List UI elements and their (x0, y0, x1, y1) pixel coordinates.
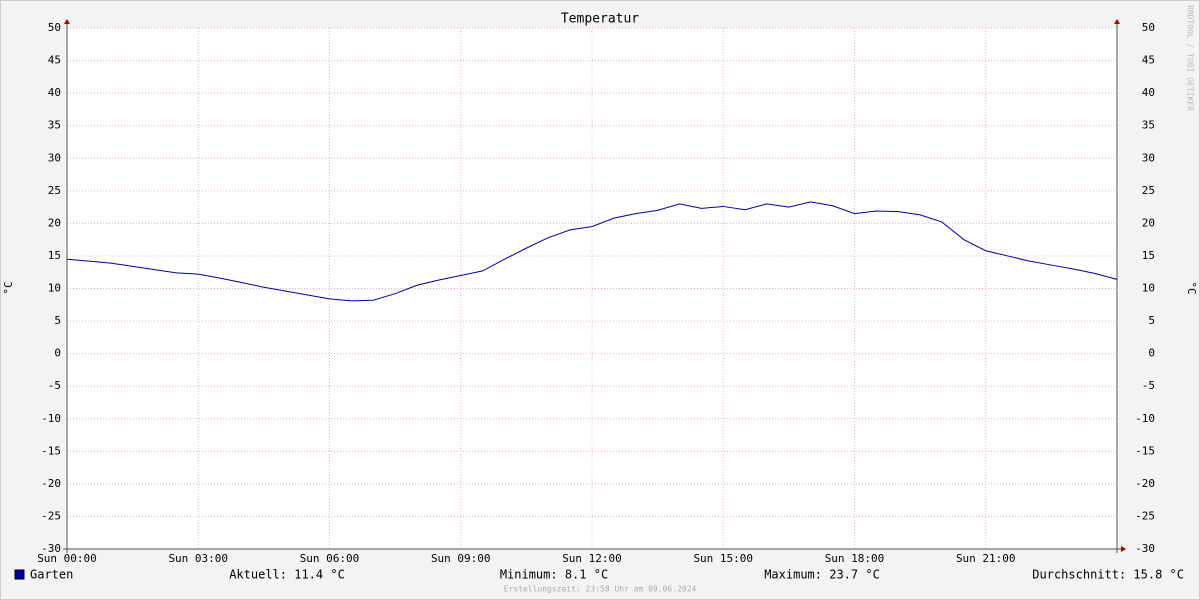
legend-stat: Durchschnitt: 15.8 °C (1032, 568, 1184, 582)
y-tick-label: 15 (48, 249, 61, 262)
y-tick-label-right: 15 (1142, 249, 1155, 262)
y-tick-label: 20 (48, 216, 61, 229)
x-tick-label: Sun 12:00 (562, 552, 622, 565)
y-axis-label-right: °C (1185, 281, 1198, 294)
x-tick-label: Sun 15:00 (693, 552, 753, 565)
y-tick-label-right: -15 (1135, 444, 1155, 457)
y-tick-label: 0 (54, 347, 61, 360)
y-tick-label-right: 30 (1142, 151, 1155, 164)
arrow (1121, 546, 1126, 552)
legend-swatch (14, 569, 25, 580)
y-tick-label: 10 (48, 282, 61, 295)
y-tick-label-right: 40 (1142, 86, 1155, 99)
y-axis-label: °C (2, 281, 15, 294)
y-tick-label: -25 (41, 509, 61, 522)
y-tick-label-right: -5 (1142, 379, 1155, 392)
x-tick-label: Sun 00:00 (37, 552, 97, 565)
chart-title: Temperatur (561, 12, 639, 27)
y-tick-label: 25 (48, 184, 61, 197)
y-tick-label-right: 5 (1148, 314, 1155, 327)
watermark: RRDTOOL / TOBI OETIKER (1186, 5, 1195, 111)
legend-label: Garten (30, 568, 73, 582)
y-tick-label-right: 20 (1142, 216, 1155, 229)
y-tick-label-right: 50 (1142, 21, 1155, 34)
y-tick-label-right: 45 (1142, 54, 1155, 67)
y-tick-label: 30 (48, 151, 61, 164)
y-tick-label: -20 (41, 477, 61, 490)
y-tick-label-right: -25 (1135, 509, 1155, 522)
y-tick-label-right: 0 (1148, 347, 1155, 360)
y-tick-label: 35 (48, 119, 61, 132)
y-tick-label: -5 (48, 379, 61, 392)
y-tick-label-right: 35 (1142, 119, 1155, 132)
y-tick-label: -15 (41, 444, 61, 457)
series-line (66, 201, 1118, 302)
y-tick-label: -30 (41, 542, 61, 555)
y-tick-label: 45 (48, 54, 61, 67)
y-tick-label: 5 (54, 314, 61, 327)
x-tick-label: Sun 03:00 (168, 552, 228, 565)
y-tick-label-right: -10 (1135, 412, 1155, 425)
legend-stat: Minimum: 8.1 °C (500, 568, 608, 582)
y-tick-label-right: 25 (1142, 184, 1155, 197)
legend-stat: Aktuell: 11.4 °C (229, 568, 345, 582)
y-tick-label-right: -30 (1135, 542, 1155, 555)
x-tick-label: Sun 06:00 (300, 552, 360, 565)
arrow (1114, 19, 1120, 24)
y-tick-label-right: -20 (1135, 477, 1155, 490)
y-tick-label: 50 (48, 21, 61, 34)
footer: Erstellungszeit: 23:58 Uhr am 09.06.2024 (504, 585, 697, 594)
x-tick-label: Sun 21:00 (956, 552, 1016, 565)
x-tick-label: Sun 18:00 (825, 552, 885, 565)
arrow (64, 19, 70, 24)
legend-stat: Maximum: 23.7 °C (764, 568, 880, 582)
y-tick-label: -10 (41, 412, 61, 425)
x-tick-label: Sun 09:00 (431, 552, 491, 565)
y-tick-label-right: 10 (1142, 282, 1155, 295)
y-tick-label: 40 (48, 86, 61, 99)
